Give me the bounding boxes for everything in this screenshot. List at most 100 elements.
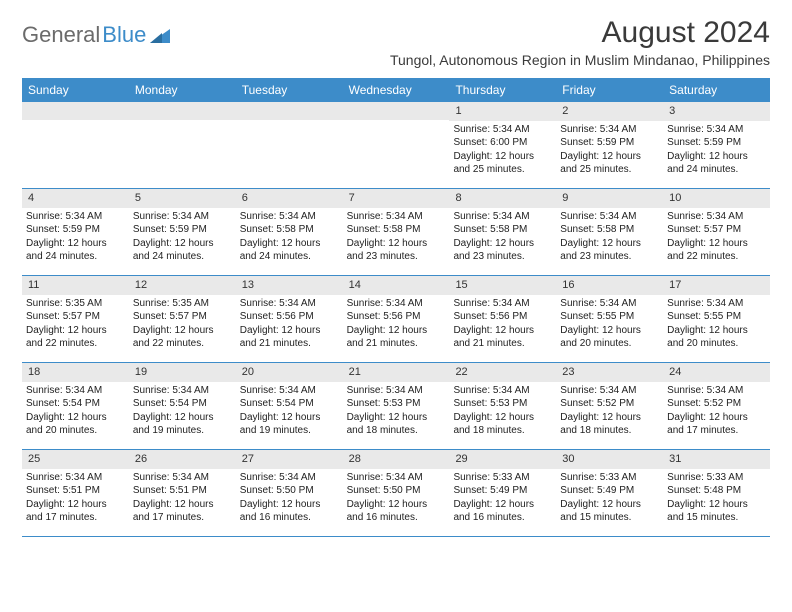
day-body: Sunrise: 5:34 AMSunset: 5:50 PMDaylight:…: [343, 469, 450, 529]
daylight-text: Daylight: 12 hours and 25 minutes.: [453, 150, 552, 177]
day-number: [22, 102, 129, 120]
day-cell: 20Sunrise: 5:34 AMSunset: 5:54 PMDayligh…: [236, 363, 343, 449]
day-cell: [22, 102, 129, 188]
day-number: 1: [449, 102, 556, 121]
daylight-text: Daylight: 12 hours and 20 minutes.: [26, 411, 125, 438]
daylight-text: Daylight: 12 hours and 22 minutes.: [667, 237, 766, 264]
daylight-text: Daylight: 12 hours and 23 minutes.: [560, 237, 659, 264]
sunset-text: Sunset: 5:50 PM: [240, 484, 339, 498]
day-cell: 5Sunrise: 5:34 AMSunset: 5:59 PMDaylight…: [129, 189, 236, 275]
day-number: 23: [556, 363, 663, 382]
weekday-header: Thursday: [449, 78, 556, 102]
weekday-header: Saturday: [663, 78, 770, 102]
daylight-text: Daylight: 12 hours and 16 minutes.: [240, 498, 339, 525]
day-cell: 21Sunrise: 5:34 AMSunset: 5:53 PMDayligh…: [343, 363, 450, 449]
daylight-text: Daylight: 12 hours and 19 minutes.: [240, 411, 339, 438]
weekday-header: Monday: [129, 78, 236, 102]
sunrise-text: Sunrise: 5:34 AM: [240, 297, 339, 311]
day-number: 30: [556, 450, 663, 469]
day-number: 14: [343, 276, 450, 295]
day-cell: 13Sunrise: 5:34 AMSunset: 5:56 PMDayligh…: [236, 276, 343, 362]
day-number: 3: [663, 102, 770, 121]
day-number: 29: [449, 450, 556, 469]
daylight-text: Daylight: 12 hours and 16 minutes.: [453, 498, 552, 525]
daylight-text: Daylight: 12 hours and 18 minutes.: [453, 411, 552, 438]
sunset-text: Sunset: 5:49 PM: [560, 484, 659, 498]
day-number: [129, 102, 236, 120]
daylight-text: Daylight: 12 hours and 21 minutes.: [240, 324, 339, 351]
sunrise-text: Sunrise: 5:34 AM: [453, 123, 552, 137]
sunset-text: Sunset: 5:49 PM: [453, 484, 552, 498]
daylight-text: Daylight: 12 hours and 20 minutes.: [560, 324, 659, 351]
day-body: Sunrise: 5:34 AMSunset: 5:57 PMDaylight:…: [663, 208, 770, 268]
day-cell: 10Sunrise: 5:34 AMSunset: 5:57 PMDayligh…: [663, 189, 770, 275]
day-body: [129, 120, 236, 126]
day-number: 17: [663, 276, 770, 295]
sunrise-text: Sunrise: 5:34 AM: [347, 210, 446, 224]
sunset-text: Sunset: 5:53 PM: [453, 397, 552, 411]
sunrise-text: Sunrise: 5:34 AM: [560, 210, 659, 224]
week-row: 18Sunrise: 5:34 AMSunset: 5:54 PMDayligh…: [22, 363, 770, 450]
day-cell: 11Sunrise: 5:35 AMSunset: 5:57 PMDayligh…: [22, 276, 129, 362]
daylight-text: Daylight: 12 hours and 15 minutes.: [667, 498, 766, 525]
day-body: Sunrise: 5:34 AMSunset: 5:54 PMDaylight:…: [22, 382, 129, 442]
sunrise-text: Sunrise: 5:34 AM: [347, 297, 446, 311]
day-body: Sunrise: 5:34 AMSunset: 5:59 PMDaylight:…: [663, 121, 770, 181]
daylight-text: Daylight: 12 hours and 23 minutes.: [347, 237, 446, 264]
sunset-text: Sunset: 5:58 PM: [347, 223, 446, 237]
day-number: 4: [22, 189, 129, 208]
sunset-text: Sunset: 5:55 PM: [560, 310, 659, 324]
day-body: Sunrise: 5:34 AMSunset: 5:58 PMDaylight:…: [449, 208, 556, 268]
sunset-text: Sunset: 5:58 PM: [560, 223, 659, 237]
sunrise-text: Sunrise: 5:34 AM: [133, 471, 232, 485]
day-number: 26: [129, 450, 236, 469]
calendar-grid: Sunday Monday Tuesday Wednesday Thursday…: [22, 78, 770, 537]
sunrise-text: Sunrise: 5:34 AM: [240, 384, 339, 398]
week-row: 1Sunrise: 5:34 AMSunset: 6:00 PMDaylight…: [22, 102, 770, 189]
day-body: Sunrise: 5:34 AMSunset: 5:51 PMDaylight:…: [129, 469, 236, 529]
day-cell: [236, 102, 343, 188]
daylight-text: Daylight: 12 hours and 17 minutes.: [26, 498, 125, 525]
day-cell: 31Sunrise: 5:33 AMSunset: 5:48 PMDayligh…: [663, 450, 770, 536]
sunset-text: Sunset: 5:59 PM: [133, 223, 232, 237]
day-body: Sunrise: 5:33 AMSunset: 5:49 PMDaylight:…: [556, 469, 663, 529]
sunset-text: Sunset: 5:52 PM: [667, 397, 766, 411]
day-cell: 29Sunrise: 5:33 AMSunset: 5:49 PMDayligh…: [449, 450, 556, 536]
day-body: Sunrise: 5:34 AMSunset: 5:56 PMDaylight:…: [449, 295, 556, 355]
day-number: 31: [663, 450, 770, 469]
day-body: Sunrise: 5:34 AMSunset: 5:53 PMDaylight:…: [449, 382, 556, 442]
day-body: Sunrise: 5:33 AMSunset: 5:49 PMDaylight:…: [449, 469, 556, 529]
day-cell: [343, 102, 450, 188]
daylight-text: Daylight: 12 hours and 21 minutes.: [453, 324, 552, 351]
daylight-text: Daylight: 12 hours and 21 minutes.: [347, 324, 446, 351]
sunset-text: Sunset: 5:57 PM: [133, 310, 232, 324]
sunset-text: Sunset: 5:59 PM: [26, 223, 125, 237]
sunrise-text: Sunrise: 5:34 AM: [453, 210, 552, 224]
sunset-text: Sunset: 5:58 PM: [453, 223, 552, 237]
day-cell: 2Sunrise: 5:34 AMSunset: 5:59 PMDaylight…: [556, 102, 663, 188]
day-number: 5: [129, 189, 236, 208]
day-body: Sunrise: 5:34 AMSunset: 5:58 PMDaylight:…: [343, 208, 450, 268]
day-cell: 17Sunrise: 5:34 AMSunset: 5:55 PMDayligh…: [663, 276, 770, 362]
sunset-text: Sunset: 5:51 PM: [133, 484, 232, 498]
sunset-text: Sunset: 5:57 PM: [26, 310, 125, 324]
sunrise-text: Sunrise: 5:34 AM: [240, 471, 339, 485]
sunrise-text: Sunrise: 5:34 AM: [453, 297, 552, 311]
sunrise-text: Sunrise: 5:34 AM: [667, 123, 766, 137]
daylight-text: Daylight: 12 hours and 19 minutes.: [133, 411, 232, 438]
day-cell: 1Sunrise: 5:34 AMSunset: 6:00 PMDaylight…: [449, 102, 556, 188]
day-body: Sunrise: 5:34 AMSunset: 5:59 PMDaylight:…: [22, 208, 129, 268]
sunrise-text: Sunrise: 5:34 AM: [560, 297, 659, 311]
logo-text-blue: Blue: [102, 22, 146, 48]
weekday-header-row: Sunday Monday Tuesday Wednesday Thursday…: [22, 78, 770, 102]
day-body: Sunrise: 5:34 AMSunset: 5:55 PMDaylight:…: [663, 295, 770, 355]
title-block: August 2024 Tungol, Autonomous Region in…: [390, 16, 770, 68]
day-body: Sunrise: 5:35 AMSunset: 5:57 PMDaylight:…: [22, 295, 129, 355]
sunrise-text: Sunrise: 5:34 AM: [26, 210, 125, 224]
day-body: Sunrise: 5:34 AMSunset: 5:52 PMDaylight:…: [556, 382, 663, 442]
sunset-text: Sunset: 5:50 PM: [347, 484, 446, 498]
sunset-text: Sunset: 5:52 PM: [560, 397, 659, 411]
day-number: 16: [556, 276, 663, 295]
sunrise-text: Sunrise: 5:34 AM: [240, 210, 339, 224]
day-number: 7: [343, 189, 450, 208]
